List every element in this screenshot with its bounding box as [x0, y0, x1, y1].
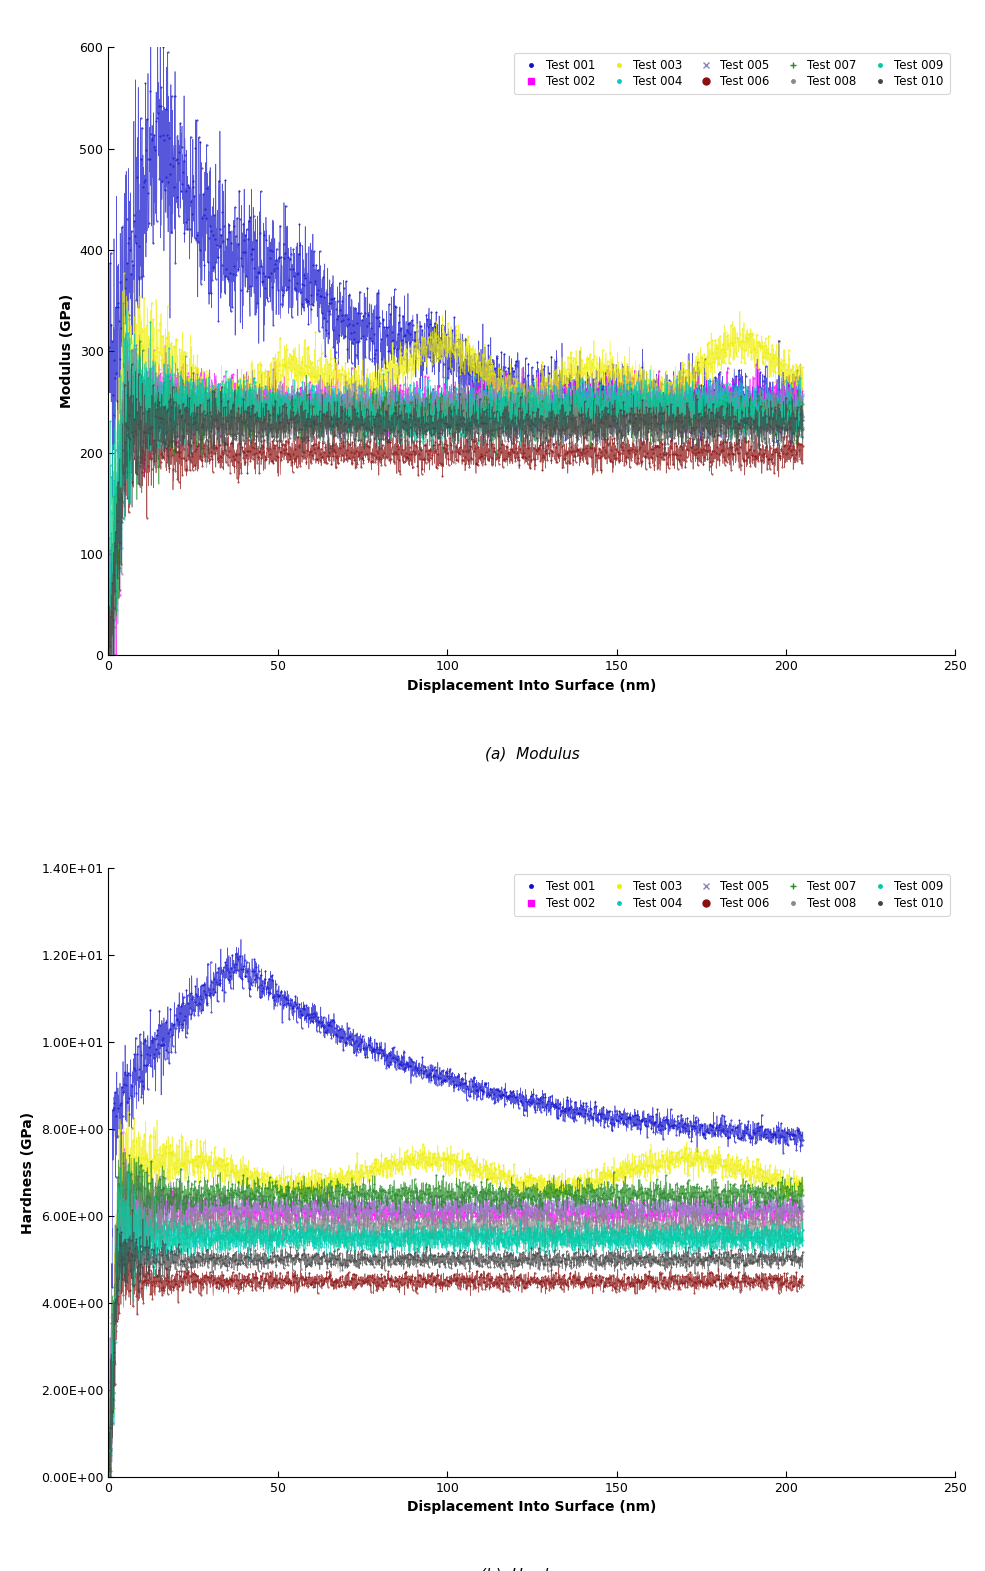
- X-axis label: Displacement Into Surface (nm): Displacement Into Surface (nm): [407, 679, 657, 693]
- X-axis label: Displacement Into Surface (nm): Displacement Into Surface (nm): [407, 1500, 657, 1514]
- Y-axis label: Modulus (GPa): Modulus (GPa): [60, 294, 74, 408]
- Legend: Test 001, Test 002, Test 003, Test 004, Test 005, Test 006, Test 007, Test 008, : Test 001, Test 002, Test 003, Test 004, …: [514, 875, 950, 916]
- Text: (b)  Hardness: (b) Hardness: [481, 1568, 583, 1571]
- Y-axis label: Hardness (GPa): Hardness (GPa): [22, 1112, 35, 1233]
- Text: (a)  Modulus: (a) Modulus: [485, 746, 579, 762]
- Legend: Test 001, Test 002, Test 003, Test 004, Test 005, Test 006, Test 007, Test 008, : Test 001, Test 002, Test 003, Test 004, …: [514, 53, 950, 94]
